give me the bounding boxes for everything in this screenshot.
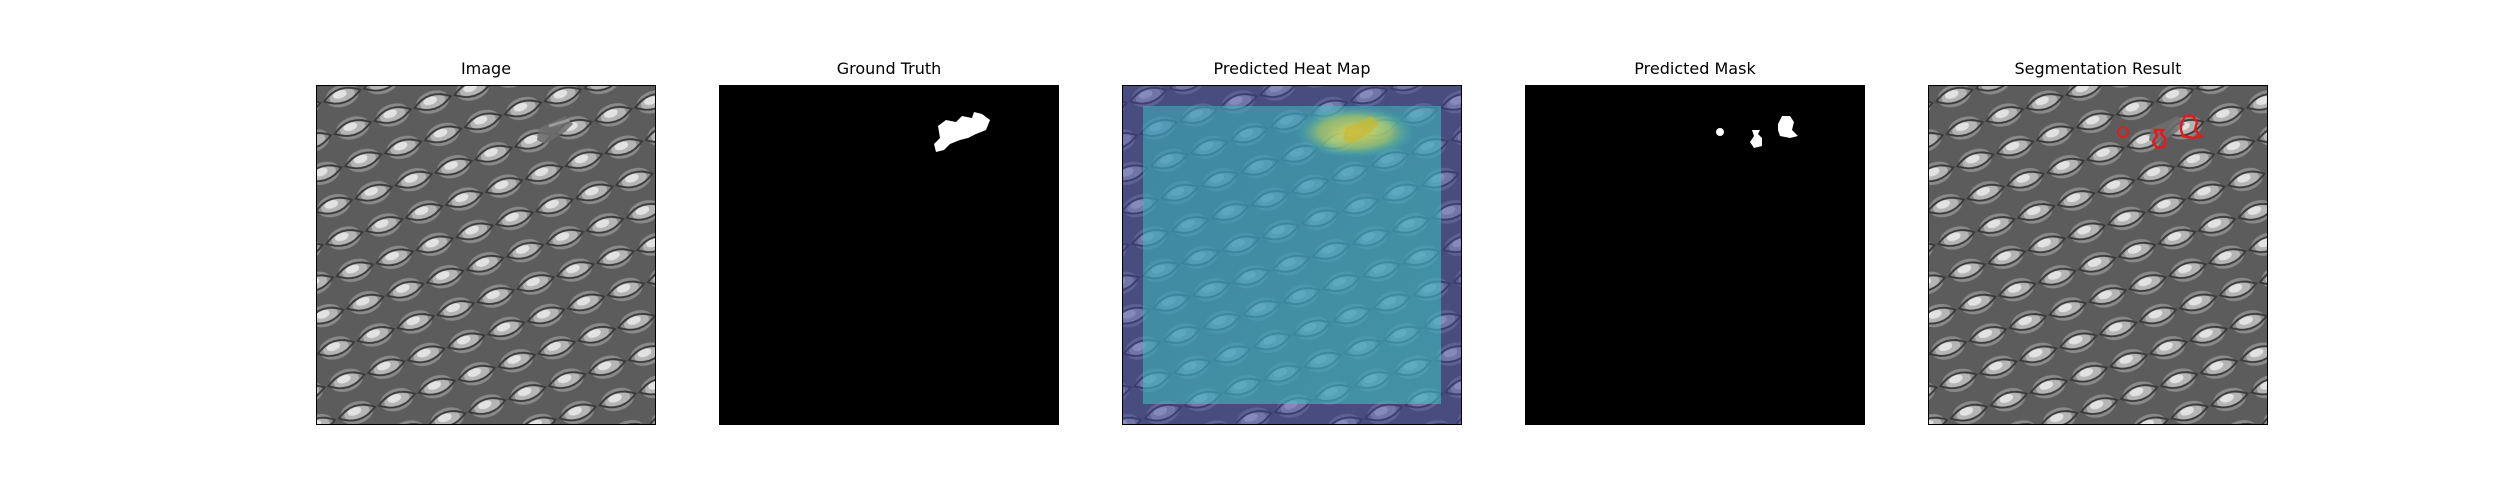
- panel-title-segmentation-result: Segmentation Result: [2014, 59, 2182, 78]
- panel-segmentation-result: Segmentation Result: [1928, 0, 2268, 430]
- predicted-mask: [1525, 85, 1865, 425]
- panel-predicted-mask: Predicted Mask: [1525, 0, 1865, 430]
- panel-title-predicted-mask: Predicted Mask: [1634, 59, 1756, 78]
- panel-title-image: Image: [460, 59, 512, 78]
- texture-image: [316, 85, 656, 425]
- panel-image: Image: [316, 0, 656, 430]
- panel-title-heat-map: Predicted Heat Map: [1213, 59, 1371, 78]
- panel-heat-map: Predicted Heat Map: [1122, 0, 1462, 430]
- panel-ground-truth: Ground Truth: [719, 0, 1059, 430]
- panel-title-ground-truth: Ground Truth: [836, 59, 942, 78]
- heatmap-overlay: [1122, 85, 1462, 425]
- contour-overlay: [1928, 85, 2268, 425]
- ground-truth-mask: [719, 85, 1059, 425]
